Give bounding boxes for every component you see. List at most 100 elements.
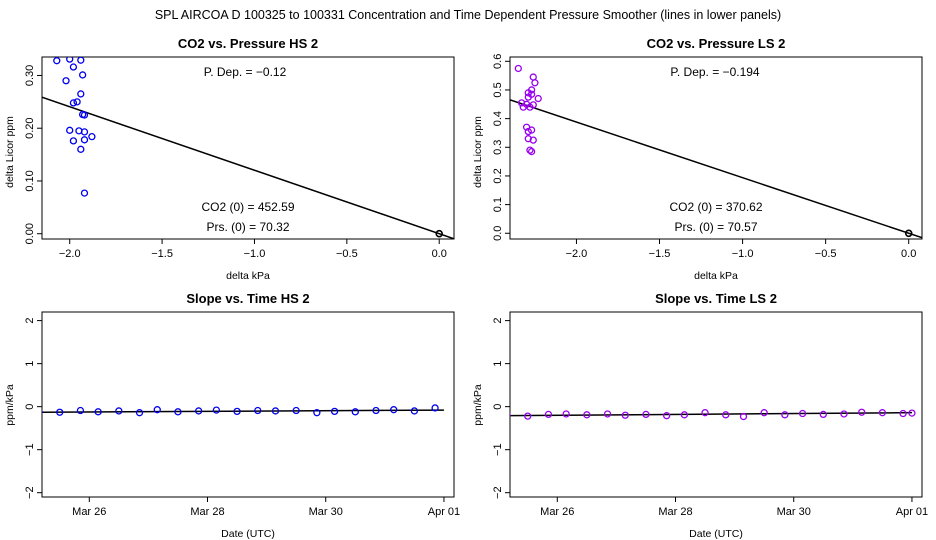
data-point	[524, 93, 532, 101]
data-point	[390, 406, 398, 414]
x-axis-label: delta kPa	[226, 270, 270, 282]
y-tick-label: 0.1	[492, 197, 504, 212]
pressure-zero-annotation: Prs. (0) = 70.57	[674, 220, 757, 234]
data-point	[878, 409, 887, 417]
x-axis-label: Date (UTC)	[221, 528, 275, 540]
origin-point	[435, 229, 444, 238]
y-tick-label: 0.00	[24, 223, 36, 244]
data-point	[701, 409, 709, 417]
plot-frame	[509, 311, 923, 498]
data-point	[80, 136, 89, 144]
plot-area	[510, 408, 916, 421]
data-point	[680, 411, 689, 419]
x-tick-label: −1.0	[732, 248, 754, 260]
y-tick-label: 2	[492, 318, 504, 324]
data-point	[194, 407, 203, 415]
data-point	[527, 126, 536, 134]
plot-area	[42, 404, 444, 417]
data-point	[760, 409, 768, 417]
y-tick-label: 0	[24, 404, 36, 410]
data-point	[77, 145, 85, 153]
data-point	[56, 408, 64, 416]
figure-title: SPL AIRCOA D 100325 to 100331 Concentrat…	[155, 8, 781, 22]
x-tick-label: −1.5	[649, 248, 671, 260]
data-point	[77, 57, 85, 64]
data-point	[94, 408, 102, 416]
data-point	[115, 407, 123, 415]
data-point	[69, 137, 78, 145]
x-axis-label: delta kPa	[694, 270, 738, 282]
data-point	[66, 57, 74, 63]
y-axis-label: ppm/kPa	[4, 384, 16, 426]
plot-frame	[41, 311, 455, 498]
data-point	[524, 412, 532, 420]
x-tick-label: −1.5	[151, 248, 173, 260]
data-point	[524, 89, 532, 97]
data-point	[62, 77, 70, 85]
y-tick-label: 0.20	[24, 118, 36, 139]
x-tick-label: Mar 28	[658, 506, 692, 518]
data-point	[42, 409, 43, 414]
panel-title: Slope vs. Time LS 2	[655, 291, 777, 306]
x-tick-label: −2.0	[59, 248, 81, 260]
co2-zero-annotation: CO2 (0) = 370.62	[669, 200, 762, 214]
regression-line	[42, 96, 454, 239]
data-point	[642, 410, 650, 419]
data-point	[80, 189, 89, 197]
x-tick-label: Apr 01	[428, 506, 460, 518]
data-point	[212, 406, 221, 414]
panel-title: CO2 vs. Pressure LS 2	[647, 36, 786, 51]
panel-co2-vs-pressure-ls: CO2 vs. Pressure LS 2 delta kPa delta Li…	[472, 36, 923, 282]
data-point	[66, 126, 74, 134]
data-point	[739, 412, 748, 421]
co2-zero-annotation: CO2 (0) = 452.59	[201, 200, 294, 214]
data-point	[583, 411, 591, 419]
y-tick-label: −2	[24, 486, 36, 499]
data-point	[603, 410, 612, 418]
panel-title: Slope vs. Time HS 2	[186, 291, 309, 306]
data-point	[351, 408, 359, 416]
x-tick-label: −2.0	[566, 248, 588, 260]
y-tick-label: 0.5	[492, 82, 504, 97]
x-tick-label: Mar 30	[309, 506, 343, 518]
y-tick-label: 0.30	[24, 65, 36, 86]
x-tick-label: Mar 30	[777, 506, 811, 518]
data-point	[69, 99, 78, 107]
panel-slope-vs-time-ls: Slope vs. Time LS 2 Date (UTC) ppm/kPa M…	[472, 291, 928, 540]
x-tick-label: 0.0	[901, 248, 916, 260]
data-point	[662, 412, 671, 420]
x-tick-label: Mar 28	[190, 506, 224, 518]
x-tick-label: Mar 26	[72, 506, 106, 518]
data-point	[526, 103, 534, 111]
data-point	[526, 146, 534, 154]
x-tick-label: Apr 01	[896, 506, 928, 518]
regression-line	[510, 99, 922, 239]
data-point	[80, 128, 89, 136]
panel-slope-vs-time-hs: Slope vs. Time HS 2 Date (UTC) ppm/kPa M…	[4, 291, 460, 540]
data-point	[88, 133, 96, 141]
y-tick-label: 2	[24, 318, 36, 324]
data-point	[798, 409, 807, 418]
data-point	[292, 406, 300, 415]
data-point	[153, 406, 161, 414]
data-point	[529, 136, 537, 144]
data-point	[524, 135, 532, 143]
data-point	[410, 407, 419, 415]
data-point	[271, 407, 280, 415]
y-axis-label: ppm/kPa	[472, 384, 484, 426]
plot-frame	[41, 56, 455, 240]
y-axis-label: delta Licor ppm	[4, 116, 16, 188]
x-tick-label: −0.5	[815, 248, 837, 260]
y-tick-label: 1	[492, 361, 504, 367]
plot-area	[42, 57, 454, 239]
data-point	[514, 64, 522, 73]
y-tick-label: 0.10	[24, 170, 36, 191]
data-point	[781, 411, 789, 419]
y-tick-label: 0.2	[492, 168, 504, 183]
y-tick-label: −1	[492, 443, 504, 456]
data-point	[531, 79, 539, 87]
y-tick-label: −2	[492, 486, 504, 499]
x-tick-label: −0.5	[336, 248, 358, 260]
panel-title: CO2 vs. Pressure HS 2	[178, 36, 318, 51]
data-point	[254, 406, 262, 415]
